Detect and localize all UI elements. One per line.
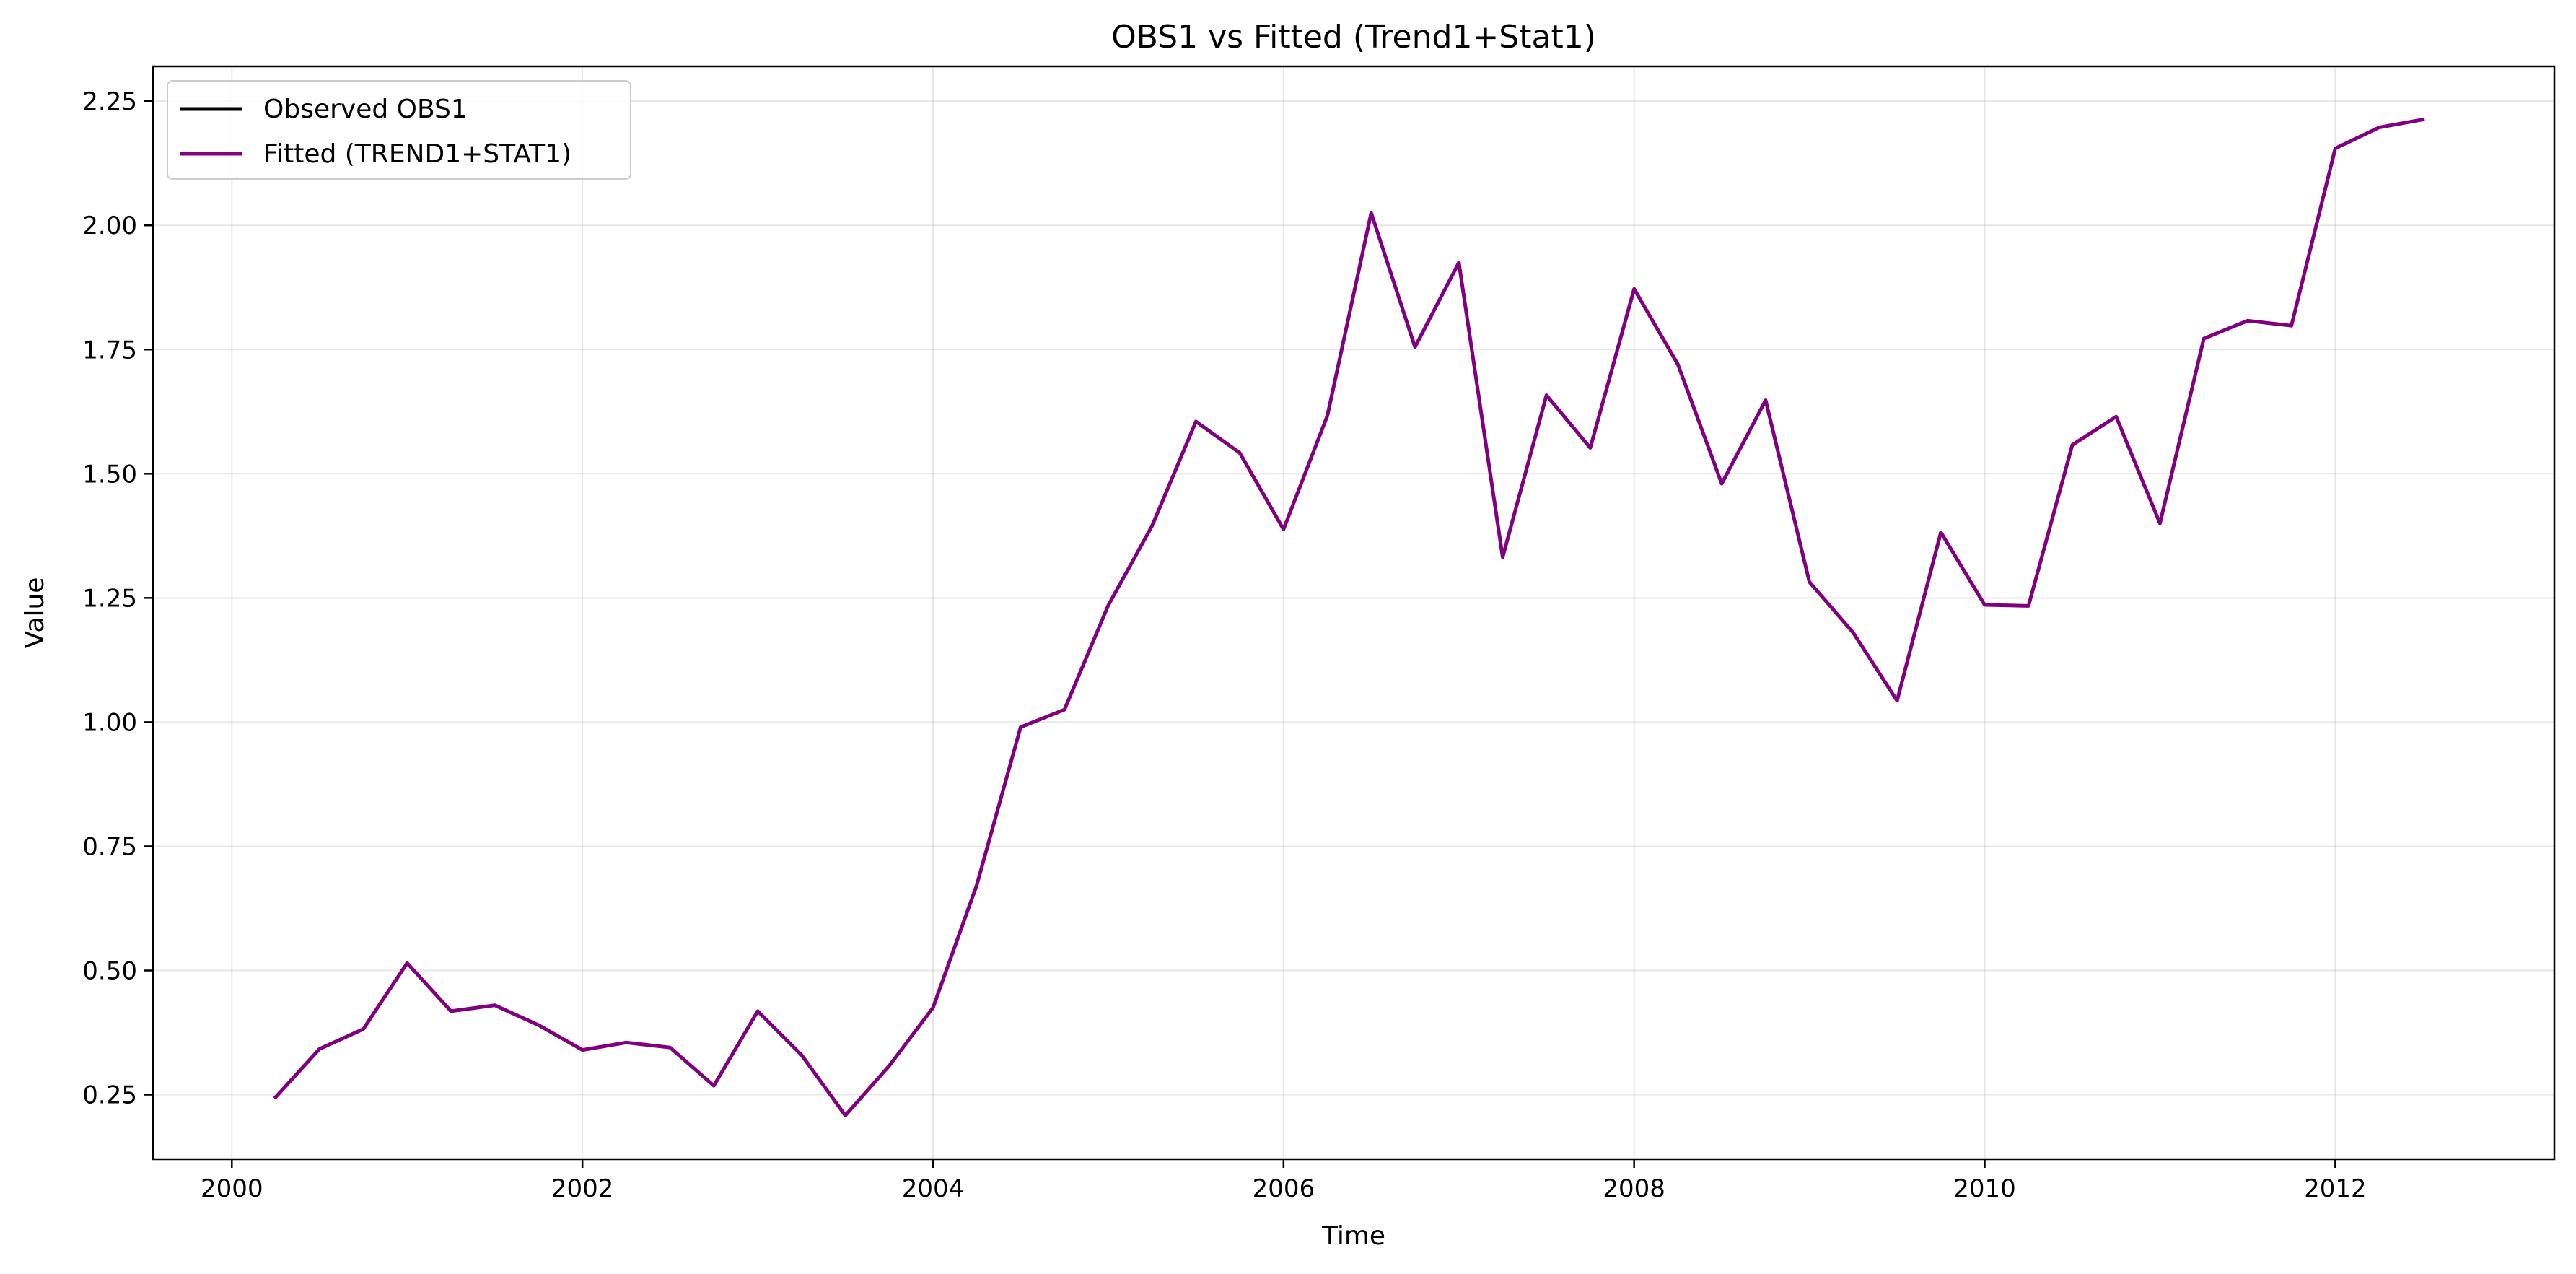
x-tick-label: 2006	[1253, 1174, 1315, 1203]
ticks: 2000 2002 2004 2006 2008 2010 2012 0.25 0.50 0.75…	[82, 87, 2366, 1203]
y-tick-label: 1.75	[82, 336, 137, 365]
y-tick-label: 0.50	[82, 956, 137, 985]
x-tick-label: 2008	[1603, 1174, 1665, 1203]
series-line	[273, 117, 2425, 1117]
x-tick-label: 2000	[201, 1174, 263, 1203]
x-axis-label: Time	[1321, 1221, 1385, 1251]
legend: Observed OBS1 Fitted (TREND1+STAT1)	[167, 80, 631, 180]
y-tick-label: 1.00	[82, 708, 137, 737]
legend-label: Fitted (TREND1+STAT1)	[263, 139, 571, 169]
chart-title: OBS1 vs Fitted (Trend1+Stat1)	[1111, 19, 1596, 56]
x-tick-label: 2004	[902, 1174, 965, 1203]
x-tick-label: 2012	[2304, 1174, 2367, 1203]
x-tick-label: 2002	[551, 1174, 614, 1203]
y-tick-label: 1.50	[82, 460, 137, 489]
grid	[153, 66, 2554, 1159]
y-tick-label: 2.00	[82, 211, 137, 240]
x-tick-label: 2010	[1953, 1174, 2016, 1203]
y-tick-label: 0.75	[82, 832, 137, 861]
plot-frame	[152, 65, 2556, 1161]
y-tick-label: 0.25	[82, 1081, 137, 1110]
legend-box	[167, 80, 631, 180]
y-tick-label: 1.25	[82, 584, 137, 613]
y-tick-label: 2.25	[82, 87, 137, 116]
y-axis-label: Value	[20, 577, 50, 649]
legend-label: Observed OBS1	[263, 95, 468, 124]
series-layer	[273, 117, 2425, 1117]
